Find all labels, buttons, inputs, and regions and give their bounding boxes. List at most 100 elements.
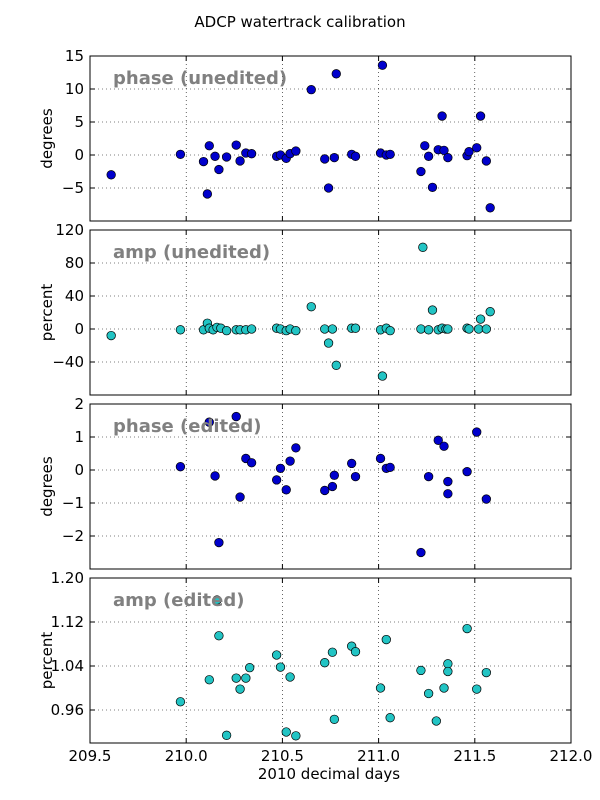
data-point — [443, 666, 453, 677]
chart-panel-2: −40 0 40 80 120 percent amp (unedited) — [38, 221, 572, 396]
data-point — [320, 324, 330, 334]
data-point — [377, 371, 388, 381]
panel-title: phase (edited) — [113, 416, 261, 437]
data-point — [472, 427, 482, 437]
data-point — [271, 650, 282, 660]
data-point — [241, 673, 251, 683]
data-point — [291, 731, 301, 741]
data-point — [431, 716, 441, 726]
chart-panel-3: −2 −1 0 1 2 degrees phase (edited) — [38, 395, 572, 570]
data-point — [246, 324, 257, 334]
panel-title: amp (unedited) — [113, 242, 270, 263]
data-point — [475, 111, 486, 121]
data-point — [347, 458, 357, 469]
data-point — [285, 672, 295, 682]
panel-title: phase (unedited) — [113, 68, 287, 89]
data-point — [214, 631, 224, 641]
data-point — [320, 485, 330, 496]
data-point — [327, 647, 338, 657]
y-axis-title: degrees — [38, 108, 56, 169]
data-point — [443, 324, 453, 334]
data-point — [175, 325, 186, 335]
data-point — [416, 166, 426, 177]
data-point — [175, 149, 186, 159]
data-point — [204, 675, 214, 685]
data-point — [291, 443, 301, 453]
data-point — [329, 152, 339, 163]
x-tick-label: 211.0 — [357, 747, 400, 765]
data-point — [204, 417, 214, 427]
data-point — [433, 435, 443, 445]
chart-panel-4: 0.96 1.04 1.12 1.20 209.5 210.0 210.5 211.0 211.… — [38, 569, 592, 765]
y-tick-label: 10 — [65, 80, 84, 98]
data-point — [375, 683, 386, 693]
data-point — [481, 667, 491, 678]
data-point — [320, 154, 330, 164]
y-axis-title: percent — [38, 284, 56, 342]
data-point — [221, 730, 232, 740]
data-point — [231, 140, 241, 150]
data-point — [485, 203, 495, 213]
x-tick-label: 212.0 — [550, 747, 593, 765]
data-point — [443, 476, 453, 487]
data-point — [437, 111, 447, 121]
data-point — [320, 658, 330, 668]
y-tick-label: −1 — [62, 494, 84, 512]
x-tick-label: 209.5 — [69, 747, 112, 765]
data-point — [210, 471, 220, 481]
data-point — [198, 156, 209, 167]
y-tick-label: 40 — [65, 287, 84, 305]
plot-frame — [89, 403, 572, 570]
data-point — [350, 471, 361, 482]
data-point — [416, 324, 426, 334]
y-tick-label: 1.20 — [51, 569, 84, 587]
y-tick-label: 120 — [55, 221, 84, 239]
data-point — [385, 326, 395, 336]
data-point — [275, 662, 286, 672]
data-point — [485, 307, 495, 317]
x-tick-label: 211.5 — [453, 747, 496, 765]
data-point — [464, 147, 474, 157]
data-point — [221, 326, 232, 336]
data-point — [214, 537, 224, 548]
x-tick-label: 210.0 — [165, 747, 208, 765]
y-tick-label: 1.04 — [51, 657, 84, 675]
data-point — [271, 475, 282, 485]
y-tick-label: 2 — [74, 395, 84, 413]
data-point — [416, 547, 426, 558]
y-tick-label: 0.96 — [51, 701, 84, 719]
data-point — [381, 634, 391, 645]
y-tick-label: −5 — [62, 179, 84, 197]
data-point — [462, 623, 472, 634]
data-point — [375, 453, 386, 464]
data-point — [306, 85, 316, 95]
data-point — [350, 151, 361, 161]
data-point — [306, 302, 316, 312]
data-point — [423, 151, 434, 161]
x-tick-label: 210.5 — [261, 747, 304, 765]
data-point — [481, 324, 491, 334]
data-point — [202, 189, 213, 199]
data-point — [443, 659, 453, 669]
y-tick-label: 1 — [74, 428, 84, 446]
plot-frame — [89, 577, 572, 744]
y-tick-label: 15 — [65, 47, 84, 65]
data-point — [377, 60, 388, 70]
data-point — [204, 141, 214, 151]
y-tick-label: 5 — [74, 113, 84, 131]
data-point — [439, 145, 449, 156]
data-point — [416, 665, 426, 676]
data-point — [443, 152, 453, 163]
data-point — [246, 458, 257, 468]
plot-frame — [89, 229, 572, 396]
data-point — [291, 326, 301, 336]
data-point — [106, 170, 116, 180]
data-point — [481, 156, 491, 166]
data-point — [472, 684, 482, 694]
data-point — [323, 338, 334, 348]
y-tick-label: 1.12 — [51, 613, 84, 631]
data-point — [350, 647, 361, 657]
data-point — [212, 595, 222, 605]
figure-title: ADCP watertrack calibration — [194, 13, 405, 31]
